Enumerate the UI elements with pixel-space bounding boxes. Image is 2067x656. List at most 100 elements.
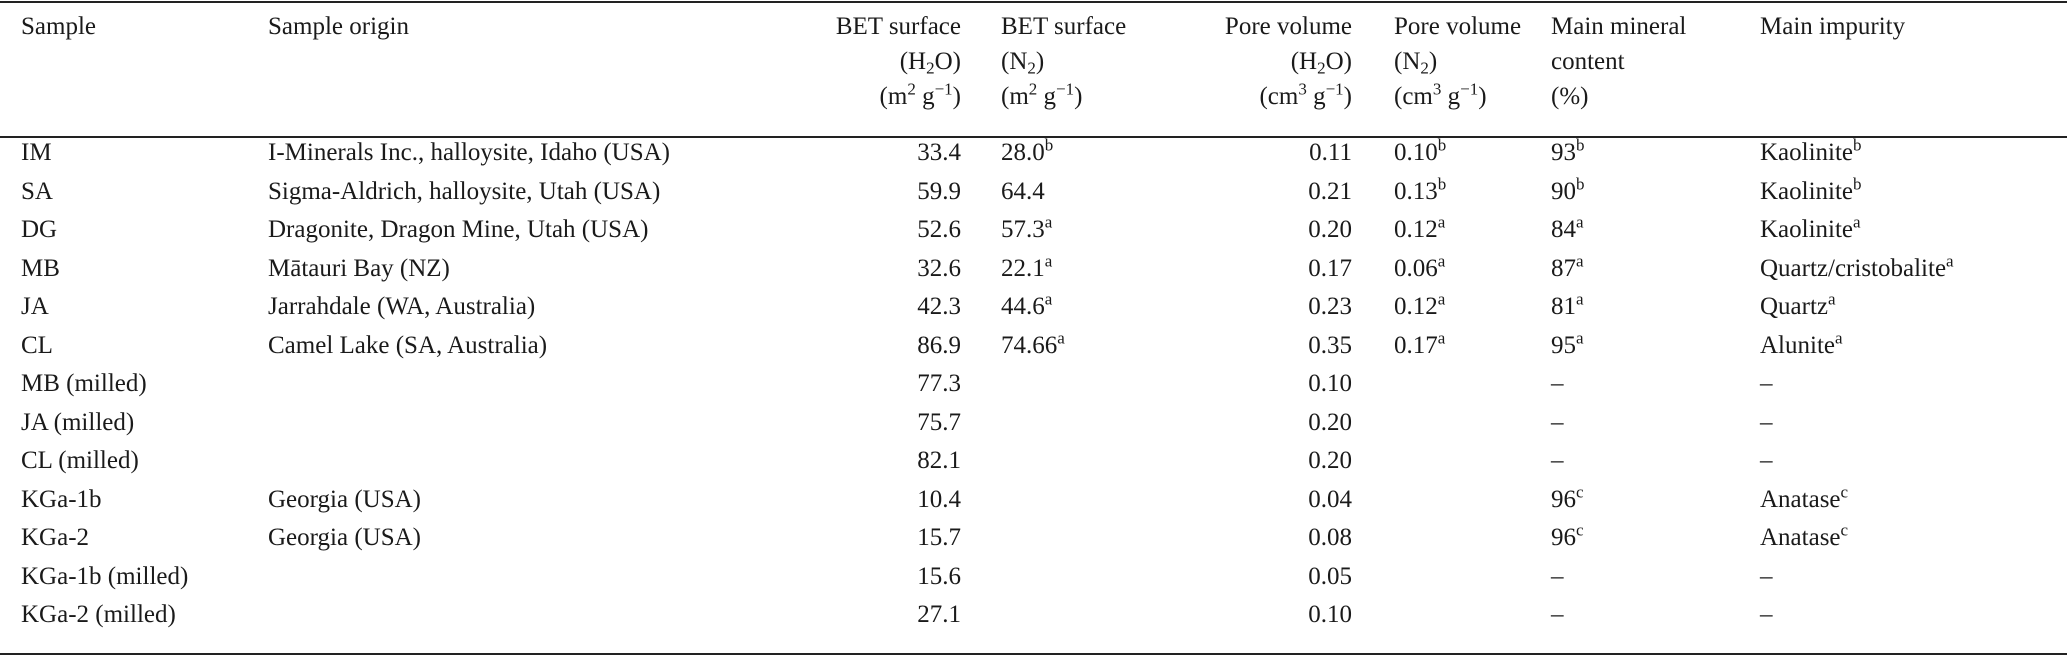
cell-origin: Jarrahdale (WA, Australia) <box>268 293 536 320</box>
header-rule <box>0 136 2067 138</box>
cell-bet-n2 <box>1001 558 1141 597</box>
footnote-marker: a <box>1044 289 1053 309</box>
cell-impurity: – <box>1760 562 1773 590</box>
cell-spacer <box>961 481 1001 520</box>
cell-sample: KGa-2 (milled) <box>21 601 176 628</box>
cell-origin: Dragonite, Dragon Mine, Utah (USA) <box>268 216 649 243</box>
cell-pv-n2 <box>1394 442 1551 481</box>
bottom-rule <box>0 653 2067 655</box>
footnote-marker: a <box>1946 251 1954 271</box>
header-mineral-unit: (%) <box>1551 83 1589 110</box>
cell-bet-h2o: 10.4 <box>917 485 961 513</box>
cell-bet-h2o: 32.6 <box>917 254 961 282</box>
table-row: DG Dragonite, Dragon Mine, Utah (USA) 52.6… <box>0 211 2067 250</box>
header-mineral-line2: content <box>1551 48 1625 75</box>
table-row: KGa-2 (milled) 27.1 0.10 – – <box>0 596 2067 635</box>
cell-spacer <box>961 404 1001 443</box>
cell-mineral: – <box>1551 562 1564 590</box>
cell-sample: JA (milled) <box>21 408 135 436</box>
footnote-marker: a <box>1835 328 1843 348</box>
cell-bet-n2 <box>1001 519 1141 558</box>
header-pv-h2o-unit: (cm3 g−1) <box>1259 79 1352 110</box>
cell-spacer <box>961 211 1001 250</box>
table-row: KGa-1b (milled) 15.6 0.05 – – <box>0 558 2067 597</box>
cell-pv-h2o: 0.20 <box>1308 408 1352 436</box>
header-impurity: Main impurity <box>1760 13 1906 40</box>
cell-impurity: Kaoliniteb <box>1760 174 1862 205</box>
header-mineral-line1: Main mineral <box>1551 13 1687 40</box>
footnote-marker: b <box>1853 135 1862 155</box>
cell-sample: MB (milled) <box>21 370 147 397</box>
cell-pv-n2 <box>1394 481 1551 520</box>
sample-properties-table: Sample Sample origin BET surface (H2O) (… <box>0 3 2067 635</box>
cell-mineral: – <box>1551 601 1564 628</box>
cell-sample: CL (milled) <box>21 447 139 474</box>
table-row: MB Mātauri Bay (NZ) 32.6 22.1a 0.17 0.06a 87a Q… <box>0 250 2067 289</box>
footnote-marker: b <box>1853 174 1862 194</box>
cell-bet-n2: 64.4 <box>1001 177 1045 205</box>
table-row: CL (milled) 82.1 0.20 – – <box>0 442 2067 481</box>
cell-pv-n2 <box>1394 519 1551 558</box>
cell-spacer <box>961 327 1001 366</box>
cell-spacer <box>961 130 1001 173</box>
header-origin: Sample origin <box>268 13 409 40</box>
table-row: SA Sigma-Aldrich, halloysite, Utah (USA) 5… <box>0 173 2067 212</box>
header-pv-h2o: Pore volume (H2O) (cm3 g−1) <box>1141 3 1354 130</box>
cell-spacer <box>1354 211 1394 250</box>
header-pv-n2-unit: (cm3 g−1) <box>1394 79 1487 110</box>
cell-origin: I-Minerals Inc., halloysite, Idaho (USA) <box>268 139 670 166</box>
cell-sample: JA <box>21 293 49 320</box>
cell-spacer <box>961 442 1001 481</box>
cell-origin: Camel Lake (SA, Australia) <box>268 331 548 359</box>
cell-spacer <box>1354 365 1394 404</box>
cell-pv-h2o: 0.20 <box>1308 447 1352 474</box>
table-row: KGa-1b Georgia (USA) 10.4 0.04 96c Anatasec <box>0 481 2067 520</box>
header-bet-n2-unit: (m2 g−1) <box>1001 79 1083 110</box>
cell-pv-h2o: 0.17 <box>1308 254 1352 282</box>
footnote-marker: a <box>1576 289 1584 309</box>
cell-pv-h2o: 0.21 <box>1308 177 1352 205</box>
cell-bet-h2o: 27.1 <box>917 601 961 628</box>
header-pv-n2: Pore volume (N2) (cm3 g−1) <box>1394 3 1551 130</box>
cell-mineral: 90b <box>1551 174 1585 205</box>
header-pv-n2-line2: (N2) <box>1394 48 1438 78</box>
footnote-marker: b <box>1576 174 1585 194</box>
cell-origin <box>268 558 723 597</box>
cell-spacer <box>961 288 1001 327</box>
cell-bet-n2 <box>1001 481 1141 520</box>
cell-spacer <box>961 250 1001 289</box>
header-row: Sample Sample origin BET surface (H2O) (… <box>0 3 2067 130</box>
cell-spacer <box>1354 288 1394 327</box>
header-mineral: Main mineral content (%) <box>1551 3 1760 130</box>
cell-impurity: – <box>1760 447 1773 474</box>
header-bet-n2-line1: BET surface <box>1001 13 1127 40</box>
cell-spacer <box>1354 250 1394 289</box>
cell-pv-h2o: 0.10 <box>1308 370 1352 397</box>
cell-sample: CL <box>21 331 53 359</box>
cell-bet-n2: 57.3a <box>1001 212 1053 243</box>
cell-origin <box>268 596 723 635</box>
cell-mineral: – <box>1551 370 1564 397</box>
cell-bet-h2o: 77.3 <box>917 370 961 397</box>
footnote-marker: c <box>1576 520 1584 540</box>
header-bet-h2o: BET surface (H2O) (m2 g−1) <box>723 3 961 130</box>
cell-spacer <box>961 519 1001 558</box>
footnote-marker: a <box>1437 212 1446 232</box>
cell-pv-n2 <box>1394 558 1551 597</box>
cell-bet-h2o: 15.7 <box>917 524 961 551</box>
cell-origin: Georgia (USA) <box>268 524 421 551</box>
header-bet-h2o-line2: (H2O) <box>899 48 961 78</box>
cell-spacer <box>961 596 1001 635</box>
cell-spacer <box>1354 442 1394 481</box>
footnote-marker: b <box>1044 135 1054 155</box>
table-row: MB (milled) 77.3 0.10 – – <box>0 365 2067 404</box>
cell-bet-n2: 28.0b <box>1001 135 1054 166</box>
footnote-marker: a <box>1044 251 1053 271</box>
cell-pv-n2: 0.10b <box>1394 135 1447 166</box>
cell-impurity: Alunitea <box>1760 328 1843 359</box>
footnote-marker: a <box>1437 328 1446 348</box>
header-pv-h2o-line2: (H2O) <box>1290 48 1352 78</box>
cell-sample: SA <box>21 177 53 205</box>
footnote-marker: b <box>1576 135 1585 155</box>
header-bet-h2o-unit: (m2 g−1) <box>879 79 961 110</box>
